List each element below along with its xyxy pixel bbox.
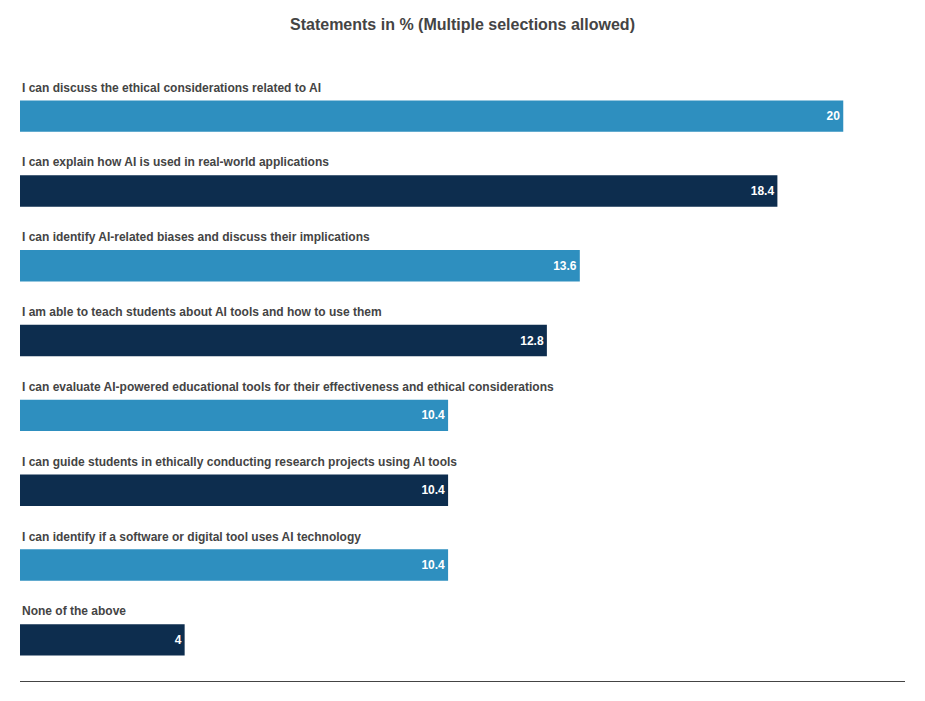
svg-text:10.4: 10.4 — [421, 483, 445, 497]
svg-text:12.8: 12.8 — [520, 334, 544, 348]
svg-text:I can explain how AI is used i: I can explain how AI is used in real-wor… — [22, 155, 329, 169]
svg-text:I can evaluate AI-powered educ: I can evaluate AI-powered educational to… — [22, 380, 554, 394]
svg-text:I can discuss the ethical cons: I can discuss the ethical considerations… — [22, 81, 321, 95]
svg-text:10.4: 10.4 — [421, 558, 445, 572]
svg-text:10.4: 10.4 — [421, 408, 445, 422]
svg-text:I am able to teach students ab: I am able to teach students about AI too… — [22, 305, 382, 319]
svg-text:None of the above: None of the above — [22, 604, 126, 618]
svg-text:I can guide students in ethica: I can guide students in ethically conduc… — [22, 455, 457, 469]
svg-text:13.6: 13.6 — [553, 259, 577, 273]
svg-text:18.4: 18.4 — [751, 184, 775, 198]
svg-text:4: 4 — [175, 633, 182, 647]
svg-text:Statements in % (Multiple sele: Statements in % (Multiple selections all… — [290, 16, 635, 33]
svg-text:I can identify if a software o: I can identify if a software or digital … — [22, 530, 361, 544]
svg-text:I can identify AI-related bias: I can identify AI-related biases and dis… — [22, 230, 370, 244]
svg-text:20: 20 — [827, 109, 841, 123]
